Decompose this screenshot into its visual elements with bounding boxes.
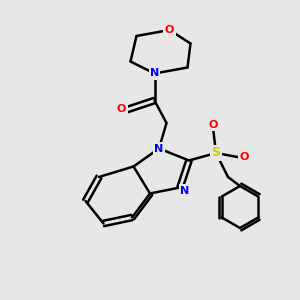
Text: N: N: [180, 185, 189, 196]
Text: O: O: [117, 104, 126, 115]
Text: N: N: [150, 68, 159, 79]
Text: O: O: [165, 25, 174, 35]
Text: O: O: [208, 119, 218, 130]
Text: N: N: [154, 143, 164, 154]
Text: O: O: [240, 152, 249, 163]
Text: S: S: [212, 146, 220, 160]
